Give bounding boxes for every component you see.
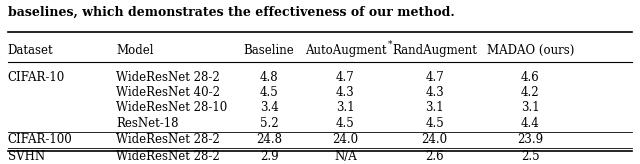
Text: 4.7: 4.7	[336, 71, 355, 84]
Text: 4.5: 4.5	[426, 117, 444, 130]
Text: 4.5: 4.5	[336, 117, 355, 130]
Text: 24.0: 24.0	[422, 133, 448, 146]
Text: AutoAugment: AutoAugment	[305, 44, 386, 57]
Text: 2.9: 2.9	[260, 150, 278, 163]
Text: 4.3: 4.3	[426, 86, 444, 99]
Text: Dataset: Dataset	[8, 44, 53, 57]
Text: Baseline: Baseline	[244, 44, 294, 57]
Text: SVHN: SVHN	[8, 150, 45, 163]
Text: 2.6: 2.6	[426, 150, 444, 163]
Text: WideResNet 28-2: WideResNet 28-2	[116, 71, 220, 84]
Text: WideResNet 28-2: WideResNet 28-2	[116, 133, 220, 146]
Text: 24.8: 24.8	[256, 133, 282, 146]
Text: RandAugment: RandAugment	[392, 44, 477, 57]
Text: N/A: N/A	[334, 150, 357, 163]
Text: 4.8: 4.8	[260, 71, 278, 84]
Text: 4.4: 4.4	[521, 117, 540, 130]
Text: 23.9: 23.9	[517, 133, 543, 146]
Text: MADAO (ours): MADAO (ours)	[486, 44, 574, 57]
Text: 3.4: 3.4	[260, 101, 278, 114]
Text: *: *	[388, 40, 392, 49]
Text: WideResNet 28-10: WideResNet 28-10	[116, 101, 227, 114]
Text: 4.3: 4.3	[336, 86, 355, 99]
Text: CIFAR-10: CIFAR-10	[8, 71, 65, 84]
Text: CIFAR-100: CIFAR-100	[8, 133, 72, 146]
Text: 4.7: 4.7	[426, 71, 444, 84]
Text: ResNet-18: ResNet-18	[116, 117, 179, 130]
Text: 3.1: 3.1	[336, 101, 355, 114]
Text: 24.0: 24.0	[332, 133, 358, 146]
Text: 4.2: 4.2	[521, 86, 540, 99]
Text: 4.6: 4.6	[521, 71, 540, 84]
Text: 3.1: 3.1	[521, 101, 540, 114]
Text: WideResNet 40-2: WideResNet 40-2	[116, 86, 220, 99]
Text: Model: Model	[116, 44, 154, 57]
Text: 2.5: 2.5	[521, 150, 540, 163]
Text: 5.2: 5.2	[260, 117, 278, 130]
Text: 3.1: 3.1	[426, 101, 444, 114]
Text: baselines, which demonstrates the effectiveness of our method.: baselines, which demonstrates the effect…	[8, 6, 454, 19]
Text: 4.5: 4.5	[260, 86, 278, 99]
Text: WideResNet 28-2: WideResNet 28-2	[116, 150, 220, 163]
